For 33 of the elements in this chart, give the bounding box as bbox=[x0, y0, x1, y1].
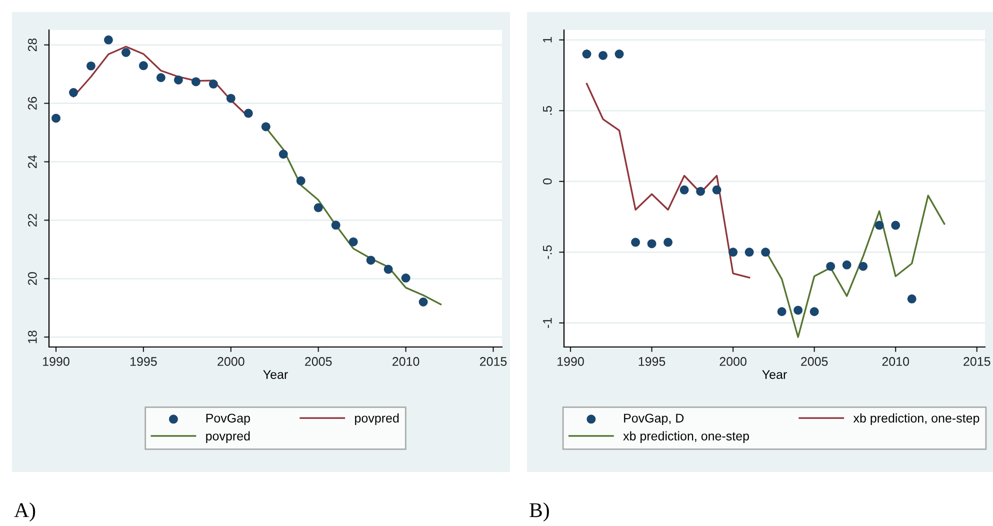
x-tick-label: 1990 bbox=[43, 357, 70, 366]
y-tick-label: 1 bbox=[543, 37, 552, 42]
x-tick-label: 2015 bbox=[480, 357, 507, 366]
x-tick-label: 2015 bbox=[964, 357, 990, 366]
legend-label: PovGap, D bbox=[624, 414, 684, 426]
x-tick-label: 2000 bbox=[218, 357, 244, 366]
y-tick-label: 28 bbox=[28, 38, 37, 52]
legend-label: PovGap bbox=[206, 414, 250, 426]
x-axis-title: Year bbox=[762, 370, 787, 379]
x-tick-label: 2010 bbox=[392, 357, 420, 366]
y-tick-label: 18 bbox=[28, 330, 37, 344]
x-tick-label: 2005 bbox=[305, 357, 332, 366]
text: A) bbox=[14, 502, 36, 522]
y-tick-label: 24 bbox=[28, 155, 37, 168]
x-axis-title: Year bbox=[263, 370, 288, 379]
y-tick-label: 26 bbox=[28, 96, 37, 110]
y-tick-label: 20 bbox=[28, 272, 37, 285]
y-tick-label: -.5 bbox=[543, 245, 552, 259]
x-tick-label: 1995 bbox=[638, 357, 666, 366]
x-tick-label: 2000 bbox=[720, 357, 746, 366]
text: B) bbox=[530, 502, 549, 522]
y-tick-label: .5 bbox=[543, 106, 552, 115]
legend-label: xb prediction, one-step bbox=[853, 413, 980, 426]
x-tick-label: 2010 bbox=[882, 357, 910, 366]
x-tick-label: 2005 bbox=[801, 357, 828, 366]
y-tick-label: 0 bbox=[542, 178, 552, 184]
x-tick-label: 1995 bbox=[130, 357, 157, 366]
legend-label: povpred bbox=[206, 431, 250, 443]
y-tick-label: 22 bbox=[28, 214, 37, 227]
y-tick-label: -1 bbox=[543, 318, 552, 328]
x-tick-label: 1990 bbox=[558, 357, 584, 366]
legend-label: povpred bbox=[355, 413, 399, 426]
legend-label: xb prediction, one-step bbox=[623, 431, 749, 443]
